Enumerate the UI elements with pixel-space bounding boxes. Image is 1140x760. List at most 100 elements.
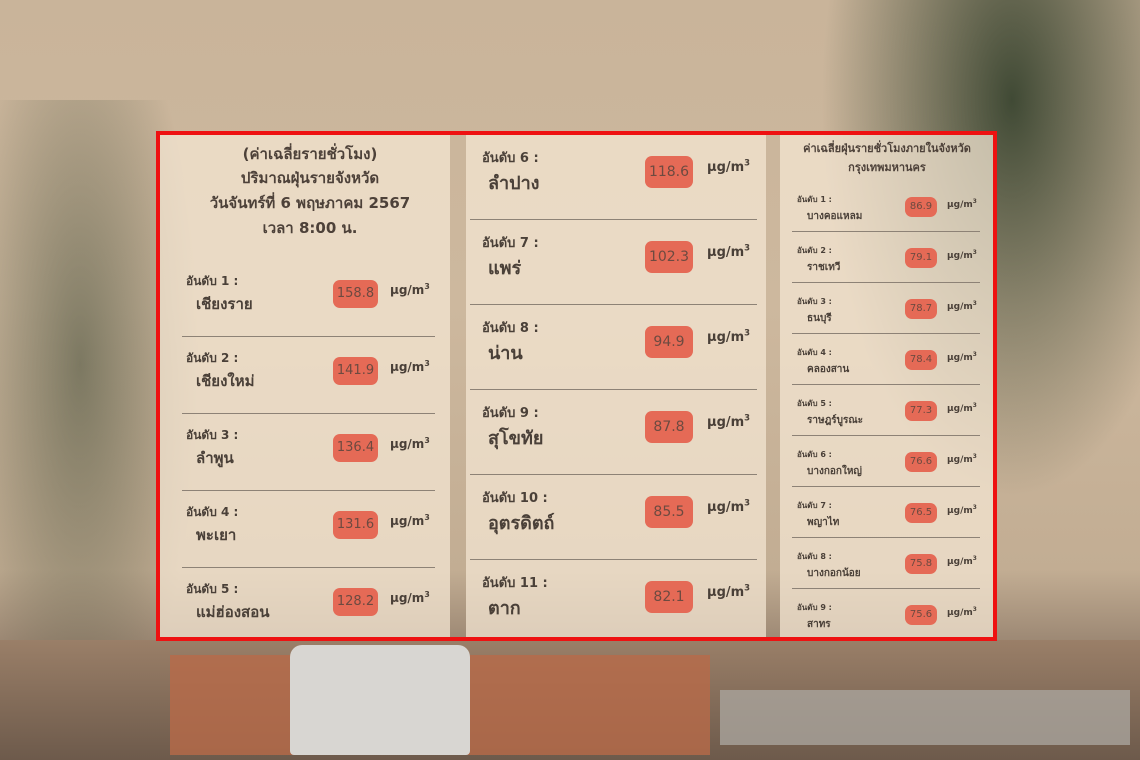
location-name: ธนบุรี (807, 313, 832, 324)
pm25-value-badge: 76.5 (905, 503, 937, 523)
middle-panel (466, 135, 766, 637)
pm25-value-badge: 77.3 (905, 401, 937, 421)
row-divider (470, 304, 757, 305)
location-name: สุโขทัย (488, 428, 544, 449)
fence (720, 690, 1130, 745)
unit-label: µg/m3 (390, 590, 430, 605)
unit: µg/m3 (707, 583, 750, 600)
unit: µg/m3 (947, 454, 977, 465)
unit: µg/m3 (390, 513, 430, 528)
pm25-value-badge: 128.2 (333, 588, 378, 616)
rank-label: อันดับ 10 : (482, 491, 548, 506)
row-divider (182, 490, 435, 491)
row-divider (182, 336, 435, 337)
unit: µg/m3 (707, 413, 750, 430)
rank-label: อันดับ 8 : (797, 552, 832, 561)
unit: µg/m3 (947, 556, 977, 567)
pm25-value-badge: 131.6 (333, 511, 378, 539)
unit-label: µg/m3 (707, 328, 751, 346)
header-line: วันจันทร์ที่ 6 พฤษภาคม 2567 (209, 194, 411, 212)
rank-label: อันดับ 11 : (482, 576, 548, 591)
pm25-value-badge: 78.7 (905, 299, 937, 319)
unit: µg/m3 (947, 352, 977, 363)
rank-label: อันดับ 7 : (482, 236, 539, 251)
rank-label: อันดับ 6 : (797, 450, 832, 459)
unit: µg/m3 (947, 301, 977, 312)
rank-label: อันดับ 1 : (797, 195, 832, 204)
unit-label: µg/m3 (390, 513, 430, 528)
header-line: (ค่าเฉลี่ยรายชั่วโมง) (242, 145, 378, 163)
rank-label: อันดับ 9 : (797, 603, 832, 612)
unit: µg/m3 (947, 607, 977, 618)
row-divider (792, 384, 980, 385)
unit-label: µg/m3 (947, 199, 977, 210)
unit: µg/m3 (707, 498, 750, 515)
location-name: บางคอแหลม (807, 211, 863, 222)
unit-label: µg/m3 (707, 583, 751, 601)
location-name: พะเยา (196, 526, 237, 544)
rank-label: อันดับ 2 : (186, 351, 239, 365)
unit: µg/m3 (947, 505, 977, 516)
rank-label: อันดับ 4 : (797, 348, 832, 357)
unit-label: µg/m3 (947, 505, 977, 516)
rank-label: อันดับ 4 : (186, 505, 239, 519)
rank-label: อันดับ 7 : (797, 501, 832, 510)
location-name: พญาไท (807, 517, 840, 528)
header-line: เวลา 8:00 น. (262, 219, 358, 237)
row-divider (792, 435, 980, 436)
row-divider (470, 219, 757, 220)
pm25-value-badge: 79.1 (905, 248, 937, 268)
row-divider (182, 413, 435, 414)
row-divider (182, 567, 435, 568)
row-divider (470, 559, 757, 560)
location-name: บางกอกใหญ่ (807, 466, 862, 477)
row-divider (792, 486, 980, 487)
highlight-frame (156, 131, 997, 641)
pm25-value-badge: 86.9 (905, 197, 937, 217)
pm25-value-badge: 75.6 (905, 605, 937, 625)
location-name: คลองสาน (807, 364, 850, 375)
location-name: เชียงราย (196, 295, 253, 313)
row-divider (792, 231, 980, 232)
location-name: ราชเทวี (807, 262, 841, 273)
bkk-header-line: กรุงเทพมหานคร (848, 161, 926, 174)
row-divider (792, 282, 980, 283)
pm25-value-badge: 141.9 (333, 357, 378, 385)
pm25-value-badge: 76.6 (905, 452, 937, 472)
location-name: ตาก (488, 598, 521, 619)
unit: µg/m3 (707, 158, 750, 175)
rank-label: อันดับ 9 : (482, 406, 539, 421)
unit: µg/m3 (390, 436, 430, 451)
location-name: แพร่ (488, 258, 522, 279)
pm25-value-badge: 85.5 (645, 496, 693, 528)
rank-label: อันดับ 8 : (482, 321, 539, 336)
unit-label: µg/m3 (947, 250, 977, 261)
left-panel (160, 135, 450, 637)
right-panel (780, 135, 993, 637)
pm25-value-badge: 87.8 (645, 411, 693, 443)
unit: µg/m3 (947, 250, 977, 261)
unit-label: µg/m3 (390, 436, 430, 451)
unit-label: µg/m3 (947, 607, 977, 618)
unit-label: µg/m3 (707, 413, 751, 431)
rank-label: อันดับ 1 : (186, 274, 239, 288)
pm25-value-badge: 102.3 (645, 241, 693, 273)
location-name: น่าน (488, 343, 523, 364)
location-name: ลำพูน (196, 449, 234, 467)
unit-label: µg/m3 (947, 454, 977, 465)
unit-label: µg/m3 (947, 556, 977, 567)
unit: µg/m3 (947, 403, 977, 414)
pm25-value-badge: 158.8 (333, 280, 378, 308)
unit-label: µg/m3 (707, 158, 751, 176)
location-name: บางกอกน้อย (807, 568, 861, 579)
van (290, 645, 470, 755)
location-name: สาทร (807, 619, 831, 630)
unit: µg/m3 (390, 590, 430, 605)
rank-label: อันดับ 3 : (186, 428, 239, 442)
unit-label: µg/m3 (947, 352, 977, 363)
unit: µg/m3 (390, 359, 430, 374)
header-line: ปริมาณฝุ่นรายจังหวัด (240, 169, 380, 187)
location-name: แม่ฮ่องสอน (196, 603, 270, 621)
row-divider (792, 537, 980, 538)
pm25-value-badge: 78.4 (905, 350, 937, 370)
